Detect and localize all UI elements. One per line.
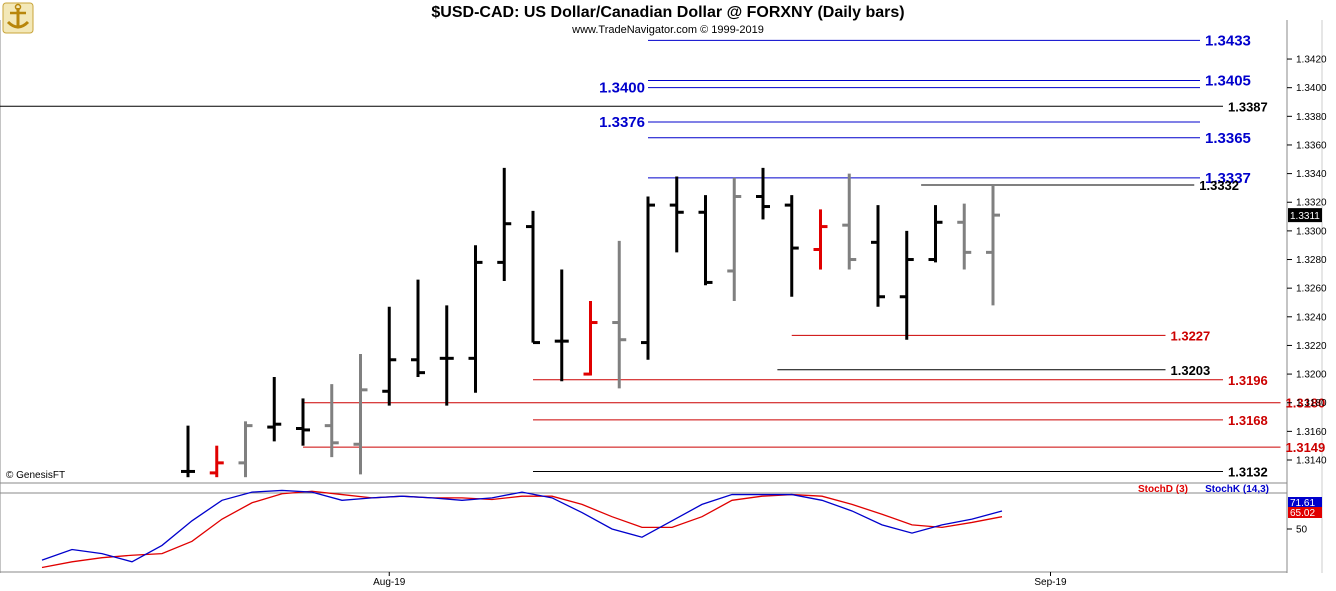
ohlc-bar [181, 425, 195, 478]
level-label-1.3227: 1.3227 [1171, 328, 1211, 343]
chart-title: $USD-CAD: US Dollar/Canadian Dollar @ FO… [431, 4, 904, 21]
y-tick-label: 1.3260 [1296, 284, 1327, 295]
level-label-1.3337: 1.3337 [1205, 170, 1251, 187]
y-tick-label: 1.3320 [1296, 198, 1327, 209]
bars-layer [181, 167, 1000, 478]
level-label-1.3132: 1.3132 [1228, 464, 1268, 479]
level-label-1.3376: 1.3376 [599, 114, 645, 131]
ohlc-bar [813, 209, 828, 270]
ohlc-bar [928, 205, 943, 263]
anchor-logo-icon [2, 2, 34, 34]
level-label-1.3387: 1.3387 [1228, 99, 1268, 114]
ohlc-bar [727, 177, 742, 302]
current-price-label: 1.3311 [1290, 211, 1320, 222]
stoch-d-line [41, 490, 1003, 569]
ohlc-bar [871, 205, 885, 307]
y-tick-label: 1.3380 [1296, 112, 1327, 123]
ohlc-bar [842, 173, 857, 270]
ohlc-bar [784, 195, 799, 297]
y-tick-label: 1.3240 [1296, 312, 1327, 323]
stoch-k-value: 71.61 [1290, 498, 1315, 509]
ohlc-bar [957, 203, 972, 270]
y-tick-label: 1.3200 [1296, 370, 1327, 381]
ohlc-bar [209, 445, 224, 478]
current-price-marker [1288, 208, 1322, 223]
stoch-k-label: StochK (14,3) [1205, 484, 1269, 495]
y-tick-label: 1.3180 [1296, 398, 1327, 409]
x-tick-label: Aug-19 [373, 577, 406, 588]
ohlc-bar [986, 185, 1000, 306]
ohlc-bar [267, 376, 282, 442]
level-label-1.3149: 1.3149 [1286, 440, 1326, 455]
stoch-d-value: 65.02 [1290, 508, 1315, 519]
levels-layer: 1.3433 1.3405 1.3400 1.3387 1.3376 1.3365 1.33… [0, 32, 1325, 479]
level-label-1.3332: 1.3332 [1199, 178, 1239, 193]
ohlc-bar [411, 279, 425, 377]
stoch-d-value-marker [1288, 507, 1322, 518]
ohlc-bar [439, 305, 454, 406]
ohlc-bar [669, 176, 684, 253]
ohlc-bar [353, 354, 368, 475]
level-label-1.3400: 1.3400 [599, 80, 645, 97]
ohlc-bar [641, 196, 655, 360]
ohlc-bar [756, 167, 770, 220]
ohlc-bar [468, 245, 483, 393]
y-tick-label: 1.3140 [1296, 456, 1327, 467]
stoch-d-label: StochD (3) [1138, 484, 1188, 495]
genesis-credit: © GenesisFT [6, 470, 65, 481]
ohlc-bar [698, 195, 713, 286]
ohlc-bar [497, 167, 512, 281]
chart-subtitle: www.TradeNavigator.com © 1999-2019 [571, 24, 764, 36]
y-tick-label: 1.3300 [1296, 226, 1327, 237]
x-tick-label: Sep-19 [1034, 577, 1067, 588]
y-tick-label: 1.3280 [1296, 255, 1327, 266]
y-tick-label: 1.3360 [1296, 140, 1327, 151]
ohlc-bar [612, 240, 627, 389]
ohlc-bar [238, 421, 253, 478]
stoch-k-line [41, 489, 1003, 563]
level-label-1.3196: 1.3196 [1228, 373, 1268, 388]
level-label-1.3365: 1.3365 [1205, 130, 1251, 147]
ohlc-bar [899, 230, 914, 340]
level-label-1.3433: 1.3433 [1205, 32, 1251, 49]
level-label-1.3405: 1.3405 [1205, 73, 1251, 90]
y-tick-label: 1.3420 [1296, 55, 1327, 66]
level-label-1.3180: 1.3180 [1286, 396, 1326, 411]
level-label-1.3203: 1.3203 [1171, 363, 1211, 378]
y-tick-label: 1.3160 [1296, 427, 1327, 438]
y-tick-label: 1.3400 [1296, 83, 1327, 94]
y-tick-label: 1.3220 [1296, 341, 1327, 352]
ohlc-bar [324, 384, 339, 458]
x-axis: Aug-19 Sep-19 [373, 572, 1067, 588]
stoch-tick-label: 50 [1296, 525, 1308, 536]
level-label-1.3168: 1.3168 [1228, 413, 1268, 428]
price-axis-panel [1287, 20, 1336, 591]
stoch-k-value-marker [1288, 497, 1322, 508]
ohlc-bar [554, 269, 569, 382]
ohlc-bar [296, 398, 310, 446]
ohlc-bar [526, 210, 540, 345]
ohlc-bar [583, 301, 598, 376]
y-tick-label: 1.3340 [1296, 169, 1327, 180]
y-axis: 1.3140 1.3160 1.3180 1.3200 1.3220 1.3240 1.32… [1287, 55, 1327, 467]
ohlc-bar [382, 306, 397, 406]
